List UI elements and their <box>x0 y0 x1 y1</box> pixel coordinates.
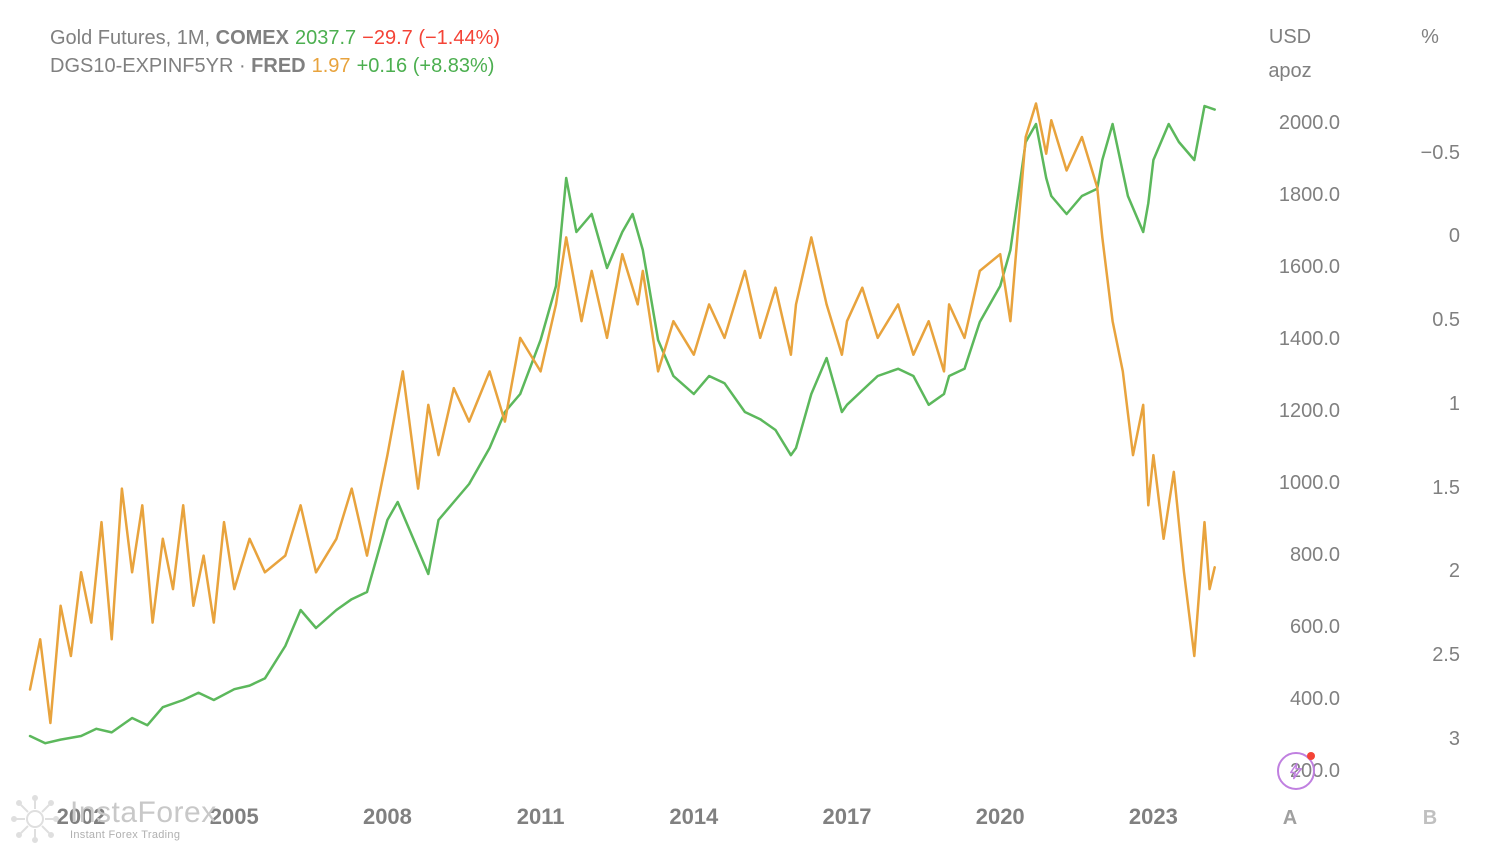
y1-tick: 1200.0 <box>1240 400 1340 423</box>
y2-tick: 3 <box>1400 728 1460 751</box>
series-line-1[interactable] <box>30 106 1215 743</box>
legend-value-1: 2037.7 <box>295 24 356 52</box>
x-tick: 2023 <box>1129 804 1178 830</box>
y1-tick: 600.0 <box>1240 616 1340 639</box>
legend-change-2: +0.16 (+8.83%) <box>357 52 495 80</box>
y2-tick: 0.5 <box>1400 309 1460 332</box>
y2-tick: −0.5 <box>1400 142 1460 165</box>
y2-tick: 2 <box>1400 560 1460 583</box>
lightning-icon <box>1287 762 1305 780</box>
watermark-tagline: Instant Forex Trading <box>70 830 217 841</box>
x-tick: 2005 <box>210 804 259 830</box>
x-tick: 2008 <box>363 804 412 830</box>
legend-change-1: −29.7 (−1.44%) <box>362 24 500 52</box>
legend-name-2: DGS10-EXPINF5YR · FRED <box>50 52 306 80</box>
y1-tick: 1400.0 <box>1240 328 1340 351</box>
y1-tick: 1600.0 <box>1240 256 1340 279</box>
x-tick: 2014 <box>669 804 718 830</box>
watermark-brand: InstaForex <box>70 798 217 828</box>
y2-tick: 0 <box>1400 225 1460 248</box>
legend-series-2[interactable]: DGS10-EXPINF5YR · FRED 1.97 +0.16 (+8.83… <box>50 52 500 80</box>
chart-container: Gold Futures, 1M, COMEX 2037.7 −29.7 (−1… <box>0 0 1500 850</box>
y2-tick: 1 <box>1400 393 1460 416</box>
legend-series-1[interactable]: Gold Futures, 1M, COMEX 2037.7 −29.7 (−1… <box>50 24 500 52</box>
y1-tick: 1000.0 <box>1240 472 1340 495</box>
y2-tick: 1.5 <box>1400 477 1460 500</box>
x-tick: 2017 <box>823 804 872 830</box>
chart-legend: Gold Futures, 1M, COMEX 2037.7 −29.7 (−1… <box>50 24 500 80</box>
y1-tick: 800.0 <box>1240 544 1340 567</box>
y1-tick: 1800.0 <box>1240 184 1340 207</box>
y2-tick: 2.5 <box>1400 644 1460 667</box>
legend-name-1: Gold Futures, 1M, COMEX <box>50 24 289 52</box>
watermark: InstaForex Instant Forex Trading <box>10 794 217 844</box>
instaforex-logo-icon <box>10 794 60 844</box>
snapshot-icon[interactable] <box>1277 752 1315 790</box>
x-tick: 2011 <box>517 804 565 830</box>
series-line-2[interactable] <box>30 104 1215 724</box>
watermark-text: InstaForex Instant Forex Trading <box>70 798 217 841</box>
legend-value-2: 1.97 <box>312 52 351 80</box>
y1-tick: 400.0 <box>1240 688 1340 711</box>
x-tick: 2020 <box>976 804 1025 830</box>
y1-tick: 2000.0 <box>1240 112 1340 135</box>
